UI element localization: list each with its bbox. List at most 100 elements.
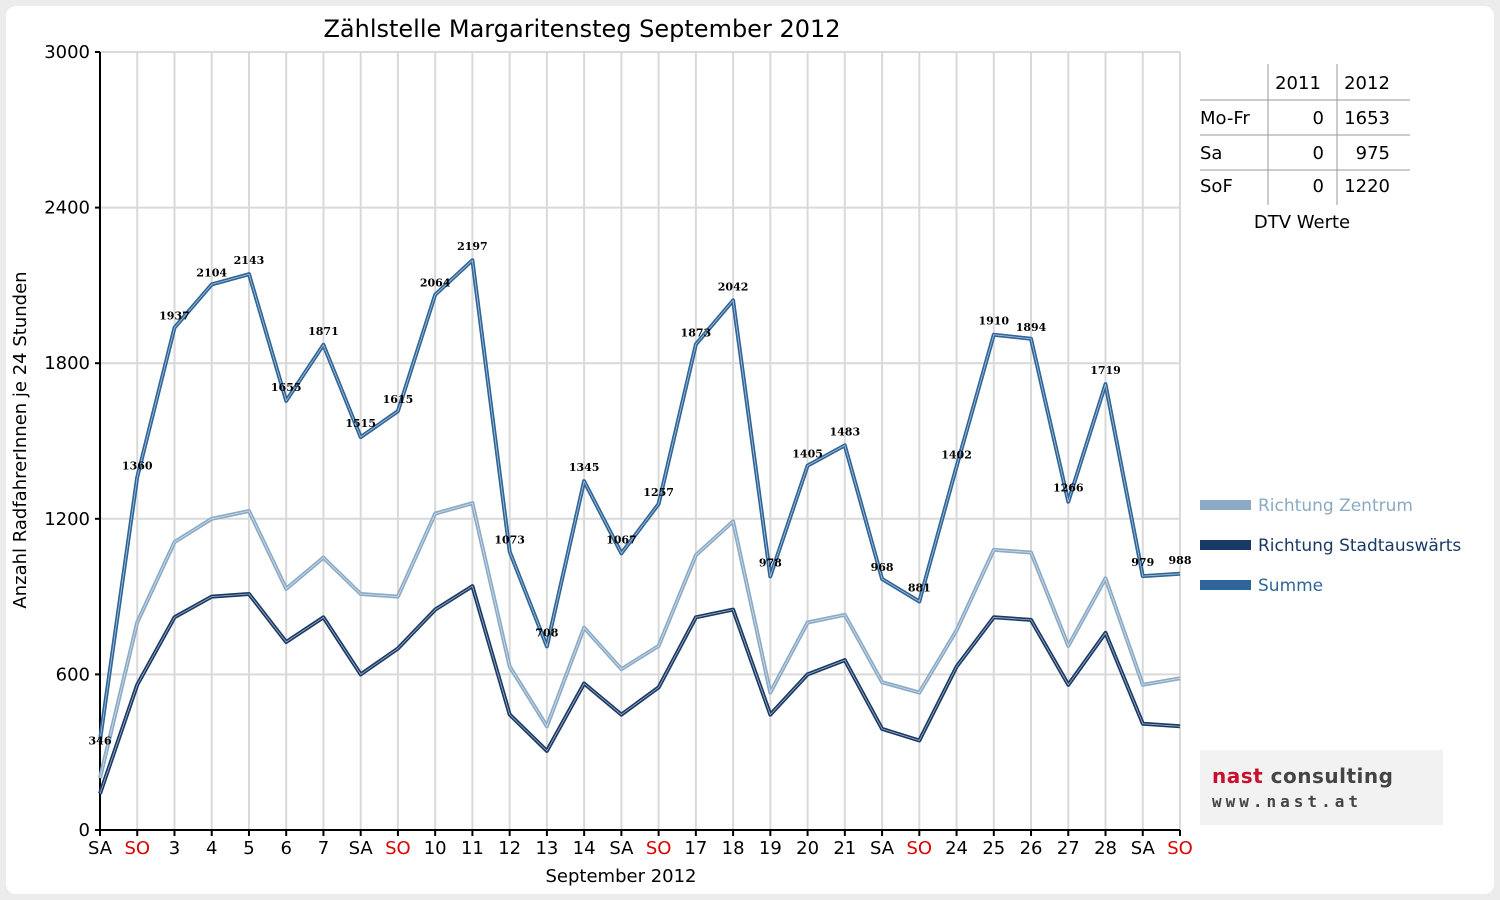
dtv-row-label: Sa [1200,143,1222,164]
data-label: 2143 [234,254,265,267]
data-label: 968 [871,561,894,574]
logo-name-accent: nast [1212,764,1264,788]
dtv-row-2011: 0 [1313,176,1324,197]
y-tick-label: 600 [56,664,90,685]
data-label: 346 [89,734,112,747]
x-tick-label: 21 [833,838,856,859]
dtv-row-2012: 1220 [1344,176,1390,197]
legend-swatch [1200,500,1251,510]
x-tick-label: 13 [535,838,558,859]
series-line [98,501,1181,779]
data-label: 1073 [494,534,525,547]
data-label: 978 [759,556,782,569]
chart-frame [6,6,1494,894]
x-tick-label: SO [907,838,933,859]
series-line [98,584,1181,795]
logo: nast consulting www.nast.at [1200,750,1443,825]
dtv-row-label: SoF [1200,176,1233,197]
data-label: 2042 [718,280,749,293]
dtv-row-2012: 1653 [1344,108,1390,129]
x-tick-label: 6 [280,838,291,859]
data-label: 1067 [606,533,637,546]
data-label: 979 [1131,556,1154,569]
series-line-highlight [99,502,1181,779]
dtv-row-2011: 0 [1313,143,1324,164]
dtv-table: 2011 2012 Mo-Fr 0 1653 Sa 0 975 SoF 0 12… [1200,64,1410,233]
x-tick-label: 28 [1094,838,1117,859]
data-label: 2197 [457,240,488,253]
logo-url: www.nast.at [1212,792,1362,811]
data-label: 1257 [643,486,674,499]
x-tick-label: SA [609,838,634,859]
x-tick-label: SO [385,838,411,859]
data-label: 1894 [1016,321,1047,334]
axes: 0 600 1200 1800 2400 3000 SA SO 3 4 5 6 7 SA SO 10 11 12 1… [44,42,1193,859]
x-tick-label: 11 [461,838,484,859]
y-tick-label: 3000 [44,42,90,63]
x-tick-label: 5 [243,838,254,859]
x-tick-label: 12 [498,838,521,859]
x-tick-label: 20 [796,838,819,859]
data-label: 2104 [196,266,227,279]
x-tick-label: SA [1131,838,1156,859]
x-tick-label: 3 [169,838,180,859]
dtv-row-2011: 0 [1313,108,1324,129]
data-label: 1405 [792,448,823,461]
dtv-header-2011: 2011 [1275,73,1321,94]
data-label: 1655 [271,381,302,394]
y-tick-label: 2400 [44,198,90,219]
x-tick-label: SO [124,838,150,859]
data-label: 1871 [308,325,339,338]
x-tick-label: 27 [1057,838,1080,859]
legend-swatch [1200,540,1251,550]
x-tick-label: 24 [945,838,968,859]
x-tick-label: 14 [573,838,596,859]
data-label: 1873 [681,326,712,339]
data-label: 1719 [1090,364,1121,377]
data-label: 1937 [159,310,190,323]
dtv-row-label: Mo-Fr [1200,108,1250,129]
x-tick-label: SO [646,838,672,859]
x-tick-label: 10 [424,838,447,859]
data-label: 1615 [383,393,414,406]
x-tick-label: SA [88,838,113,859]
chart-title: Zählstelle Margaritensteg September 2012 [323,15,840,43]
x-tick-label: SA [870,838,895,859]
dtv-row-2012: 975 [1356,143,1390,164]
x-tick-label: 7 [318,838,329,859]
x-tick-label: 25 [982,838,1005,859]
x-tick-label: 18 [722,838,745,859]
y-axis-title: Anzahl RadfahrerInnen je 24 Stunden [10,271,31,608]
legend: Richtung Zentrum Richtung Stadtauswärts Su… [1200,496,1461,596]
data-label: 1515 [345,417,376,430]
x-axis-title: September 2012 [545,866,696,887]
grid [100,51,1181,830]
series-line-highlight [99,585,1181,794]
data-label: 988 [1169,554,1192,567]
logo-name-rest: consulting [1263,764,1394,788]
y-tick-label: 1800 [44,353,90,374]
data-label: 1910 [978,315,1009,328]
data-label: 1360 [122,459,153,472]
x-tick-label: 4 [206,838,217,859]
x-tick-label: SA [349,838,374,859]
data-label: 708 [535,626,558,639]
legend-swatch [1200,580,1251,590]
data-label: 2064 [420,277,451,290]
data-labels: 346 1360 1937 2104 2143 1655 1871 1515 1615 2064 2… [89,240,1192,747]
x-tick-label: 19 [759,838,782,859]
legend-label: Richtung Zentrum [1258,496,1413,516]
data-label: 1266 [1053,482,1084,495]
y-tick-label: 1200 [44,509,90,530]
legend-label: Richtung Stadtauswärts [1258,536,1461,556]
logo-name: nast consulting [1212,764,1393,788]
series-line-highlight [99,259,1181,741]
data-label: 1402 [941,448,972,461]
x-tick-label: SO [1167,838,1193,859]
data-label: 1483 [830,425,861,438]
series-lines [98,258,1181,795]
data-label: 881 [908,582,931,595]
x-tick-label: 26 [1020,838,1043,859]
data-label: 1345 [569,461,600,474]
